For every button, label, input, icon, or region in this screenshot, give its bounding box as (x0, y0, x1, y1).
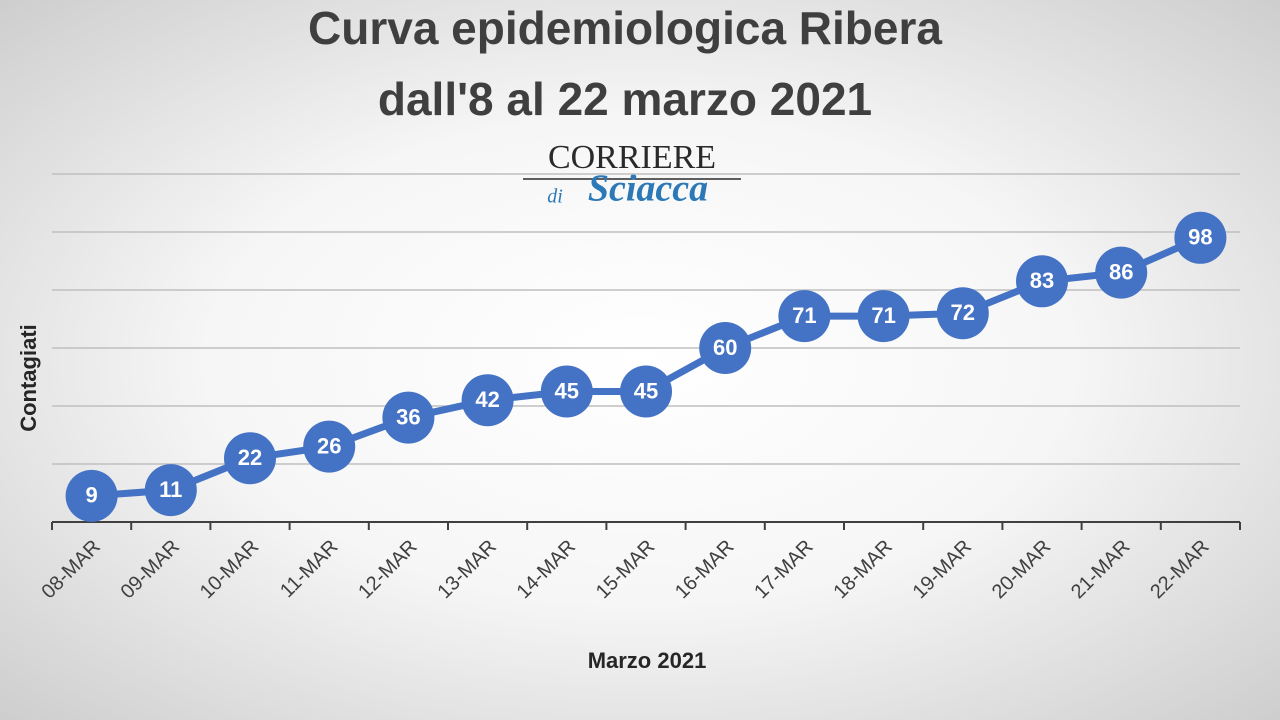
data-point (778, 290, 831, 343)
data-point (699, 322, 752, 374)
data-point (144, 464, 197, 517)
data-point (303, 420, 356, 473)
data-point (1016, 255, 1068, 308)
data-label: 71 (871, 303, 895, 328)
data-label: 72 (951, 300, 975, 325)
data-point (1174, 211, 1227, 264)
data-label: 83 (1030, 268, 1054, 293)
data-label: 86 (1109, 259, 1133, 284)
data-label: 45 (634, 378, 658, 403)
data-label: 42 (475, 387, 499, 412)
logo-text: di (547, 186, 563, 208)
data-label: 98 (1188, 225, 1212, 250)
data-point (936, 287, 989, 340)
data-point (65, 469, 118, 522)
data-label: 36 (396, 404, 420, 429)
data-point (620, 365, 672, 418)
data-label: 60 (713, 335, 737, 360)
data-point (540, 365, 593, 418)
data-label: 71 (792, 303, 816, 328)
data-label: 26 (317, 433, 341, 458)
data-label: 11 (159, 477, 182, 502)
logo-text: CORRIERE (548, 139, 716, 176)
y-axis-title: Contagiati (16, 324, 41, 432)
data-label: 45 (555, 378, 579, 403)
chart-title: dall'8 al 22 marzo 2021 (378, 73, 872, 125)
data-point (857, 290, 910, 343)
x-axis-title: Marzo 2021 (588, 648, 707, 673)
data-point (1095, 246, 1148, 299)
data-point (382, 391, 435, 444)
data-point (224, 432, 276, 485)
chart-title: Curva epidemiologica Ribera (308, 2, 942, 54)
data-point (461, 374, 514, 427)
data-label: 9 (85, 483, 97, 508)
data-label: 22 (238, 445, 262, 470)
